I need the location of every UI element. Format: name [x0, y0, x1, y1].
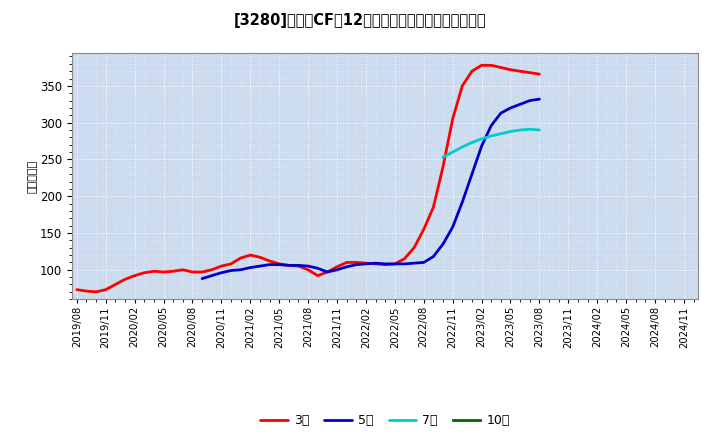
Legend: 3年, 5年, 7年, 10年: 3年, 5年, 7年, 10年 — [256, 409, 515, 432]
5年 — [256, 264, 264, 269]
3年 — [217, 264, 225, 269]
5年 — [217, 270, 225, 275]
5年 — [390, 261, 399, 267]
5年 — [333, 267, 341, 272]
3年 — [390, 261, 399, 267]
Line: 5年: 5年 — [202, 99, 539, 279]
3年 — [333, 264, 341, 269]
Line: 7年: 7年 — [443, 129, 539, 157]
3年 — [73, 287, 81, 292]
Y-axis label: （百万円）: （百万円） — [27, 159, 37, 193]
3年 — [256, 255, 264, 260]
Text: [3280]　投賄CFの12か月移動合計の標準偏差の推移: [3280] 投賄CFの12か月移動合計の標準偏差の推移 — [234, 13, 486, 28]
Line: 3年: 3年 — [77, 65, 539, 292]
